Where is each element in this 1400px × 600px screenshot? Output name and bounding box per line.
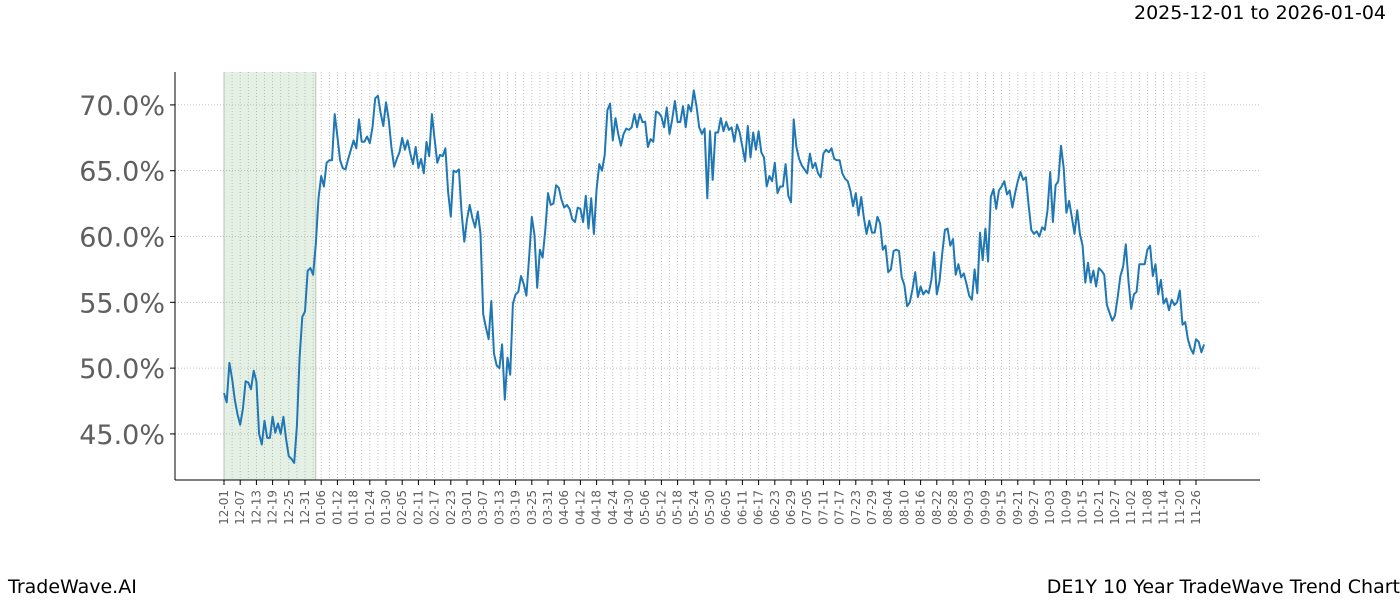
x-tick-label: 08-16 bbox=[914, 490, 928, 525]
x-tick-label: 04-18 bbox=[590, 490, 604, 525]
x-tick-label: 01-12 bbox=[330, 490, 344, 525]
x-tick-label: 03-07 bbox=[476, 490, 490, 525]
x-tick-label: 08-04 bbox=[881, 490, 895, 525]
x-tick-label: 06-05 bbox=[719, 490, 733, 525]
x-tick-label: 10-15 bbox=[1076, 490, 1090, 525]
y-axis-ticks: 45.0% 50.0% 55.0% 60.0% 65.0% 70.0% bbox=[79, 91, 175, 451]
x-tick-label: 11-20 bbox=[1173, 490, 1187, 525]
x-tick-label: 03-01 bbox=[460, 490, 474, 525]
x-tick-label: 05-24 bbox=[687, 490, 701, 525]
x-tick-label: 03-31 bbox=[541, 490, 555, 525]
x-tick-label: 04-24 bbox=[606, 490, 620, 525]
x-tick-label: 03-13 bbox=[492, 490, 506, 525]
x-tick-label: 07-23 bbox=[849, 490, 863, 525]
x-tick-label: 12-19 bbox=[266, 490, 280, 525]
x-tick-label: 12-13 bbox=[249, 490, 263, 525]
x-tick-label: 11-14 bbox=[1157, 490, 1171, 525]
horizontal-gridlines bbox=[175, 104, 1260, 435]
x-tick-label: 08-28 bbox=[946, 490, 960, 525]
date-range-label: 2025-12-01 to 2026-01-04 bbox=[1134, 2, 1386, 24]
x-tick-label: 07-05 bbox=[800, 490, 814, 525]
x-tick-label: 11-02 bbox=[1124, 490, 1138, 525]
y-tick-label: 70.0% bbox=[79, 91, 165, 122]
y-tick-label: 65.0% bbox=[79, 157, 165, 188]
x-tick-label: 12-01 bbox=[217, 490, 231, 525]
y-tick-label: 50.0% bbox=[79, 354, 165, 385]
x-tick-label: 02-11 bbox=[411, 490, 425, 525]
trend-line bbox=[223, 89, 1206, 464]
x-tick-label: 06-11 bbox=[735, 490, 749, 525]
x-tick-label: 11-08 bbox=[1140, 490, 1154, 525]
x-axis-ticks: 12-01 12-07 12-13 12-19 12-25 12-31 01-06 01-12… bbox=[217, 480, 1203, 525]
x-tick-label: 02-17 bbox=[428, 490, 442, 525]
x-tick-label: 05-12 bbox=[654, 490, 668, 525]
vertical-gridlines bbox=[223, 72, 1205, 480]
x-tick-label: 06-23 bbox=[768, 490, 782, 525]
x-tick-label: 12-07 bbox=[233, 490, 247, 525]
x-tick-label: 06-29 bbox=[784, 490, 798, 525]
x-tick-label: 01-24 bbox=[363, 490, 377, 525]
x-tick-label: 05-18 bbox=[671, 490, 685, 525]
y-tick-label: 45.0% bbox=[79, 420, 165, 451]
x-tick-label: 01-30 bbox=[379, 490, 393, 525]
x-tick-label: 10-09 bbox=[1059, 490, 1073, 525]
x-tick-label: 11-26 bbox=[1189, 490, 1203, 525]
x-tick-label: 01-06 bbox=[314, 490, 328, 525]
x-tick-label: 02-23 bbox=[444, 490, 458, 525]
x-tick-label: 04-12 bbox=[573, 490, 587, 525]
x-tick-label: 09-27 bbox=[1027, 490, 1041, 525]
x-tick-label: 10-03 bbox=[1043, 490, 1057, 525]
x-tick-label: 09-15 bbox=[995, 490, 1009, 525]
y-tick-label: 60.0% bbox=[79, 223, 165, 254]
x-tick-label: 09-03 bbox=[962, 490, 976, 525]
x-tick-label: 10-21 bbox=[1092, 490, 1106, 525]
x-tick-label: 07-11 bbox=[816, 490, 830, 525]
x-tick-label: 10-27 bbox=[1108, 490, 1122, 525]
chart-title: DE1Y 10 Year TradeWave Trend Chart bbox=[1046, 576, 1400, 598]
x-tick-label: 08-22 bbox=[930, 490, 944, 525]
x-tick-label: 12-25 bbox=[282, 490, 296, 525]
x-tick-label: 07-29 bbox=[865, 490, 879, 525]
x-tick-label: 09-21 bbox=[1011, 490, 1025, 525]
x-tick-label: 12-31 bbox=[298, 490, 312, 525]
x-tick-label: 05-30 bbox=[703, 490, 717, 525]
brand-label: TradeWave.AI bbox=[8, 576, 137, 598]
shaded-period bbox=[224, 72, 316, 480]
x-tick-label: 01-18 bbox=[347, 490, 361, 525]
x-tick-label: 04-30 bbox=[622, 490, 636, 525]
x-tick-label: 05-06 bbox=[638, 490, 652, 525]
x-tick-label: 07-17 bbox=[833, 490, 847, 525]
x-tick-label: 08-10 bbox=[897, 490, 911, 525]
x-tick-label: 04-06 bbox=[557, 490, 571, 525]
x-tick-label: 02-05 bbox=[395, 490, 409, 525]
x-tick-label: 09-09 bbox=[978, 490, 992, 525]
x-tick-label: 06-17 bbox=[752, 490, 766, 525]
x-tick-label: 03-25 bbox=[525, 490, 539, 525]
y-tick-label: 55.0% bbox=[79, 288, 165, 319]
x-tick-label: 03-19 bbox=[509, 490, 523, 525]
